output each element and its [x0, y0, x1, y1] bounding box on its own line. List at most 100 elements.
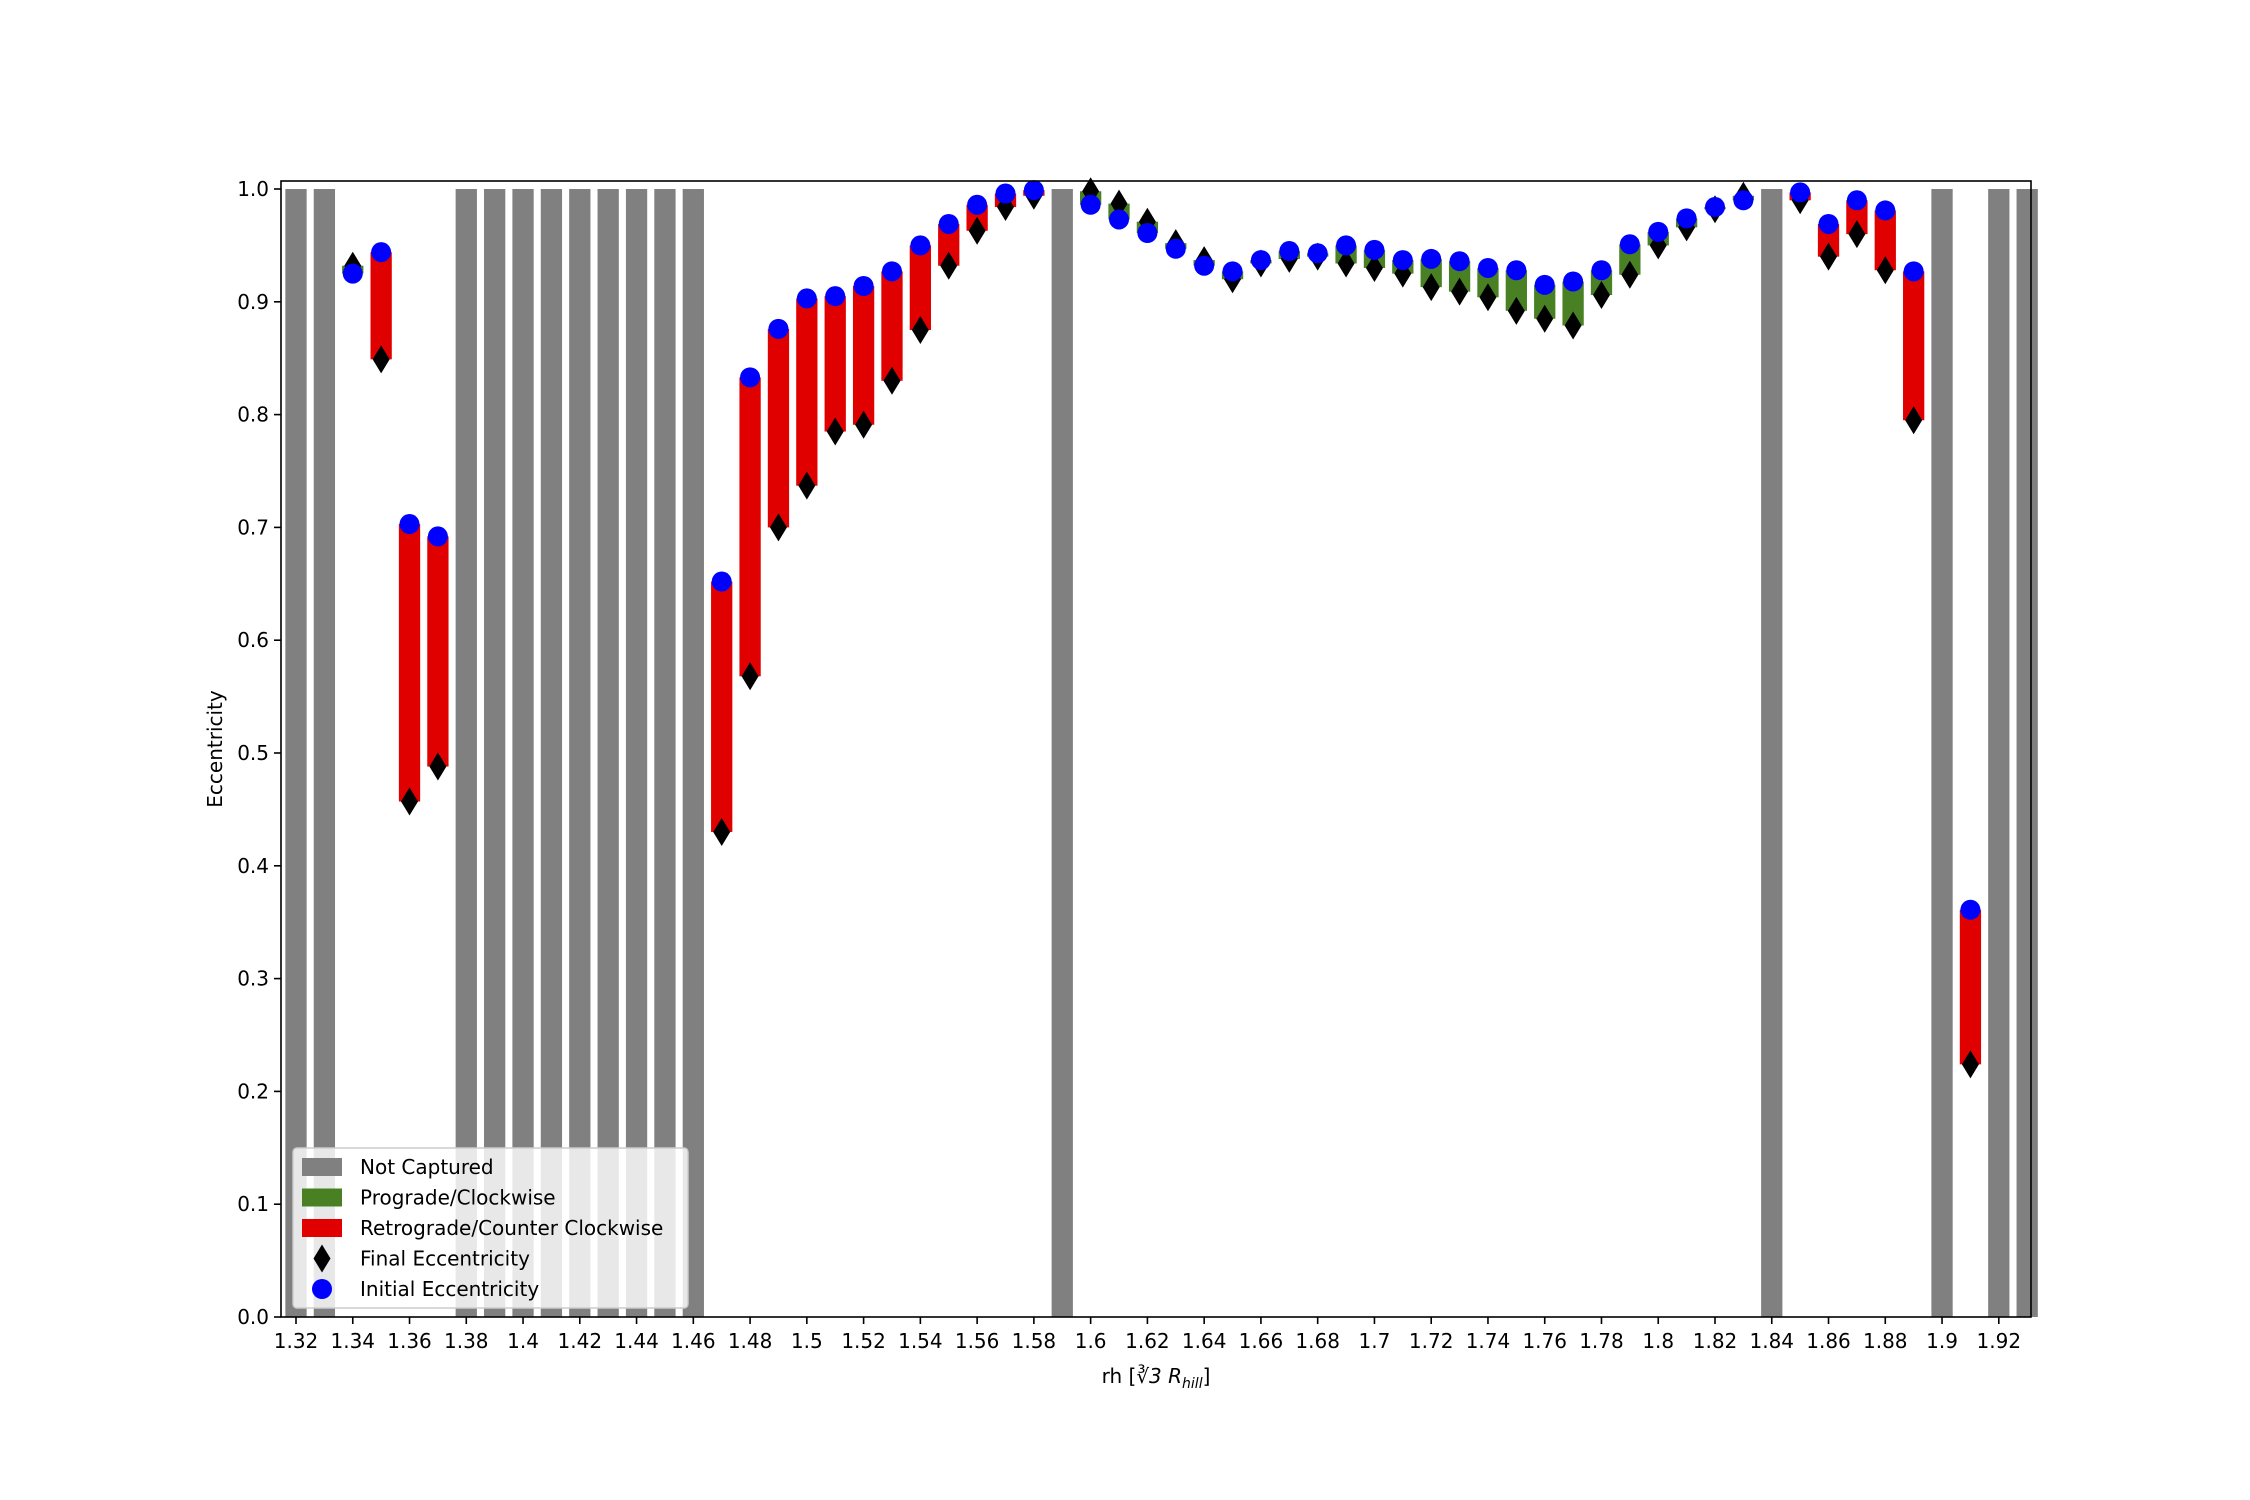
- legend-diamond-marker: [313, 1244, 331, 1273]
- initial-eccentricity-marker: [1336, 235, 1357, 256]
- final-eccentricity-marker: [429, 752, 447, 781]
- x-axis-label-sub: hill: [1182, 1376, 1203, 1392]
- initial-eccentricity-marker: [399, 514, 420, 535]
- initial-eccentricity-marker: [768, 318, 789, 339]
- initial-eccentricity-marker: [1477, 257, 1498, 278]
- not-captured-bar: [625, 189, 648, 1317]
- x-axis: 1.32 1.34 1.36 1.38 1.4 1.42 1.44 1.46 1.48 1.5 1.…: [274, 1317, 2021, 1353]
- plot-frame: [280, 180, 2032, 1318]
- initial-eccentricity-marker: [1790, 182, 1811, 203]
- y-tick-label: 0.4: [237, 854, 269, 878]
- x-tick-label: 1.4: [507, 1329, 539, 1353]
- final-eccentricity-marker: [372, 345, 390, 374]
- initial-eccentricity-marker: [938, 213, 959, 234]
- initial-eccentricity-marker: [711, 571, 732, 592]
- x-tick-label: 1.74: [1466, 1329, 1511, 1353]
- legend-swatch: [302, 1158, 342, 1176]
- final-eccentricity-marker: [713, 817, 731, 846]
- x-axis-label-math: ∛3 R: [1136, 1364, 1182, 1388]
- initial-eccentricity-marker: [1960, 899, 1981, 920]
- retrograde-bar: [938, 223, 960, 266]
- x-tick-label: 1.42: [558, 1329, 603, 1353]
- initial-eccentricity-marker: [1109, 209, 1130, 230]
- legend-label: Not Captured: [360, 1155, 494, 1179]
- x-tick-label: 1.7: [1359, 1329, 1391, 1353]
- initial-eccentricity-marker: [1222, 261, 1243, 282]
- retrograde-bar: [881, 271, 903, 381]
- retrograde-bar: [852, 286, 875, 425]
- initial-eccentricity-marker: [740, 367, 761, 388]
- x-tick-label: 1.58: [1012, 1329, 1057, 1353]
- x-tick-label: 1.9: [1926, 1329, 1958, 1353]
- final-eccentricity-marker: [769, 513, 787, 542]
- final-eccentricity-marker: [1564, 311, 1582, 340]
- final-eccentricity-marker: [911, 316, 929, 344]
- x-tick-label: 1.76: [1522, 1329, 1567, 1353]
- final-eccentricity-marker: [855, 410, 873, 439]
- prograde-bar: [1562, 281, 1584, 326]
- final-eccentricity-marker: [1820, 242, 1838, 271]
- y-tick-label: 0.8: [237, 403, 269, 427]
- initial-eccentricity-marker: [1648, 221, 1669, 242]
- final-eccentricity-marker: [1337, 249, 1355, 278]
- x-tick-label: 1.82: [1693, 1329, 1738, 1353]
- final-eccentricity-marker: [1905, 406, 1923, 435]
- initial-eccentricity-marker: [1023, 180, 1044, 201]
- x-tick-label: 1.72: [1409, 1329, 1454, 1353]
- initial-eccentricity-marker: [1676, 208, 1697, 229]
- x-tick-label: 1.66: [1239, 1329, 1284, 1353]
- final-eccentricity-marker: [401, 787, 419, 816]
- y-tick-label: 0.1: [237, 1192, 269, 1216]
- markers-layer: [342, 177, 1981, 1079]
- not-captured-bar: [569, 189, 591, 1317]
- final-eccentricity-marker: [1507, 296, 1525, 325]
- initial-eccentricity-marker: [1449, 251, 1470, 272]
- initial-eccentricity-marker: [881, 261, 902, 282]
- final-eccentricity-marker: [968, 216, 986, 245]
- final-eccentricity-marker: [1876, 256, 1894, 285]
- initial-eccentricity-marker: [1392, 250, 1413, 271]
- initial-eccentricity-marker: [1875, 200, 1896, 221]
- final-eccentricity-marker: [1848, 220, 1866, 249]
- final-eccentricity-marker: [798, 471, 816, 500]
- x-tick-label: 1.86: [1806, 1329, 1851, 1353]
- final-eccentricity-marker: [1365, 253, 1383, 282]
- initial-eccentricity-marker: [1903, 261, 1924, 282]
- initial-eccentricity-marker: [1165, 238, 1186, 259]
- initial-eccentricity-marker: [967, 194, 988, 215]
- prograde-bar: [1505, 270, 1527, 311]
- initial-eccentricity-marker: [1137, 222, 1158, 243]
- not-captured-bar: [2016, 189, 2038, 1317]
- x-tick-label: 1.36: [387, 1329, 432, 1353]
- initial-eccentricity-marker: [1250, 250, 1271, 271]
- initial-eccentricity-marker: [342, 263, 363, 284]
- not-captured-bar: [597, 189, 619, 1317]
- initial-eccentricity-marker: [853, 276, 874, 297]
- x-tick-label: 1.54: [898, 1329, 943, 1353]
- initial-eccentricity-marker: [1846, 190, 1867, 211]
- x-tick-label: 1.78: [1579, 1329, 1624, 1353]
- x-tick-label: 1.56: [955, 1329, 1000, 1353]
- not-captured-bar: [682, 189, 704, 1317]
- retrograde-bar: [370, 252, 392, 360]
- x-tick-label: 1.88: [1863, 1329, 1908, 1353]
- x-axis-label: rh [∛3 Rhill]: [1102, 1364, 1211, 1392]
- initial-eccentricity-marker: [1080, 194, 1101, 215]
- legend-swatch: [302, 1219, 342, 1237]
- retrograde-bar: [711, 581, 733, 832]
- legend-label: Final Eccentricity: [360, 1247, 530, 1271]
- x-tick-label: 1.48: [728, 1329, 773, 1353]
- x-tick-label: 1.46: [671, 1329, 716, 1353]
- initial-eccentricity-marker: [995, 183, 1016, 204]
- not-captured-bar: [654, 189, 676, 1317]
- final-eccentricity-marker: [826, 417, 844, 446]
- final-eccentricity-marker: [1621, 260, 1639, 289]
- y-axis: 0.0 0.1 0.2 0.3 0.4 0.5 0.6 0.7 0.8 0.9 1.0: [237, 177, 281, 1329]
- x-tick-label: 1.6: [1075, 1329, 1107, 1353]
- x-tick-label: 1.62: [1125, 1329, 1170, 1353]
- retrograde-bar: [909, 245, 932, 330]
- y-tick-label: 0.5: [237, 741, 269, 765]
- initial-eccentricity-marker: [1421, 248, 1442, 269]
- retrograde-bar: [767, 328, 790, 528]
